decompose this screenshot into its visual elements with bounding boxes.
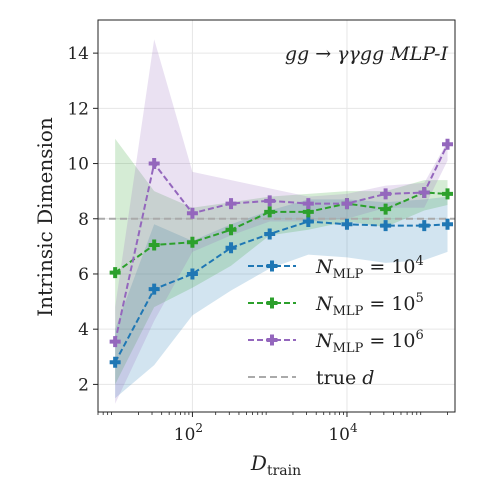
x-axis-label: Dtrain [250, 451, 301, 479]
series-1-marker [264, 228, 276, 240]
uncertainty-band-3 [115, 39, 448, 404]
y-axis-label: Intrinsic Dimension [33, 117, 57, 317]
y-tick-label: 4 [78, 320, 89, 340]
x-tick-label: 102 [174, 421, 203, 445]
series-1-marker [442, 218, 454, 230]
legend-marker [266, 334, 278, 346]
series-1-marker [109, 356, 121, 368]
legend-label-exp: 4 [416, 254, 424, 269]
legend-label: NMLP = 106 [315, 328, 424, 356]
series-2-marker [264, 206, 276, 218]
series-line-1 [114, 220, 448, 363]
legend-label-exp: 5 [416, 291, 424, 306]
series-2-marker [302, 206, 314, 218]
legend-label: NMLP = 105 [315, 291, 424, 319]
legend-label-eq: = 10 [363, 293, 415, 315]
series-1-marker [225, 242, 237, 254]
annotation: gg → γγgg MLP-I [285, 43, 449, 65]
series-2-marker [225, 224, 237, 236]
legend-label: true d [316, 367, 374, 389]
legend-label: NMLP = 104 [315, 254, 424, 282]
series-1-marker [302, 216, 314, 228]
x-tick-label-exponent: 2 [195, 421, 203, 435]
legend-label-sub: MLP [333, 341, 364, 356]
y-tick-label: 6 [78, 265, 89, 285]
legend-marker [266, 260, 278, 272]
series-3-marker [442, 138, 454, 150]
uncertainty-band-1 [115, 196, 448, 399]
x-tick-label-base: 10 [328, 425, 350, 445]
legend-label-main: N [315, 330, 334, 352]
y-tick-label: 12 [67, 99, 89, 119]
series-2-marker [109, 267, 121, 279]
series-1-marker [380, 220, 392, 232]
legend-label-sub: MLP [333, 267, 364, 282]
series-3-marker [341, 198, 353, 210]
series-3-marker [418, 187, 430, 199]
x-tick-label-exponent: 4 [350, 421, 358, 435]
legend-label-var: d [362, 367, 374, 389]
legend-label-main: N [315, 293, 334, 315]
legend-label-exp: 6 [416, 328, 424, 343]
series-3-marker [225, 198, 237, 210]
x-axis-label-sub: train [267, 463, 301, 479]
y-tick-label: 8 [78, 210, 89, 230]
series-1-marker [341, 218, 353, 230]
x-axis-label-main: D [250, 451, 267, 475]
legend-label-sub: MLP [333, 304, 364, 319]
series-1-marker [186, 268, 198, 280]
series-1-marker [148, 283, 160, 295]
series-3-marker [264, 195, 276, 207]
x-tick-label-base: 10 [174, 425, 196, 445]
legend-marker [266, 297, 278, 309]
series-3-marker [148, 158, 160, 170]
series-1-marker [418, 220, 430, 232]
y-tick-label: 10 [67, 155, 89, 175]
y-tick-label: 2 [78, 375, 89, 395]
x-tick-label: 104 [328, 421, 358, 445]
plot-frame [97, 19, 456, 413]
series-2-marker [148, 239, 160, 251]
series-line-3 [114, 143, 449, 342]
y-tick-label: 14 [67, 44, 89, 64]
legend-label-eq: = 10 [363, 256, 415, 278]
series-2-marker [186, 236, 198, 248]
series-2-marker [380, 203, 392, 215]
series-line-2 [114, 191, 448, 274]
series-lines [109, 138, 454, 368]
legend-label-main: N [315, 256, 334, 278]
legend-label-eq: = 10 [363, 330, 415, 352]
legend-label-text: true [316, 367, 362, 389]
series-2-marker [442, 188, 454, 200]
series-3-marker [380, 188, 392, 200]
series-3-marker [302, 198, 314, 210]
series-3-marker [186, 207, 198, 219]
series-3-marker [109, 336, 121, 348]
